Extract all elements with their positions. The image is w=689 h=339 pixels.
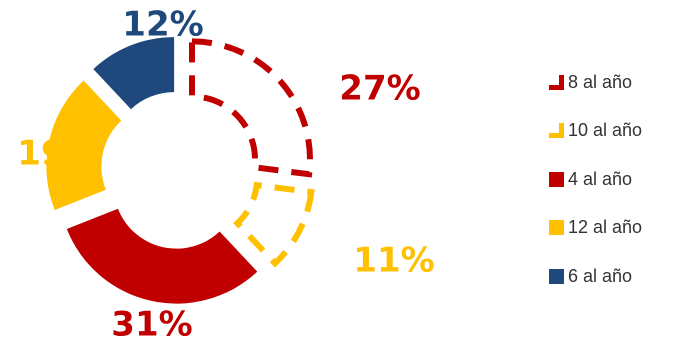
legend-item: 12 al año (549, 204, 642, 253)
donut-slice (66, 208, 258, 304)
legend-swatch (549, 268, 564, 284)
legend-label: 8 al año (568, 71, 633, 92)
data-label: 19% (17, 134, 98, 174)
legend-swatch (549, 220, 564, 236)
legend-label: 4 al año (568, 168, 633, 189)
donut-slice (233, 181, 315, 268)
legend: 8 al año 10 al año 4 al año 12 al año 6 … (549, 58, 642, 301)
legend-swatch (549, 123, 564, 139)
legend-item: 8 al año (549, 58, 642, 107)
legend-item: 10 al año (549, 107, 642, 156)
donut-slice (189, 38, 313, 178)
donut-slice (93, 37, 175, 110)
legend-label: 6 al año (568, 265, 633, 286)
legend-label: 10 al año (568, 120, 643, 141)
data-label: 27% (339, 69, 420, 109)
legend-item: 4 al año (549, 155, 642, 204)
data-label: 31% (111, 305, 192, 339)
legend-swatch (549, 171, 564, 187)
legend-label: 12 al año (568, 217, 643, 238)
data-label: 12% (122, 5, 203, 45)
data-label: 11% (353, 241, 434, 281)
legend-swatch (549, 74, 564, 90)
donut-slice (46, 80, 122, 210)
legend-item: 6 al año (549, 252, 642, 301)
